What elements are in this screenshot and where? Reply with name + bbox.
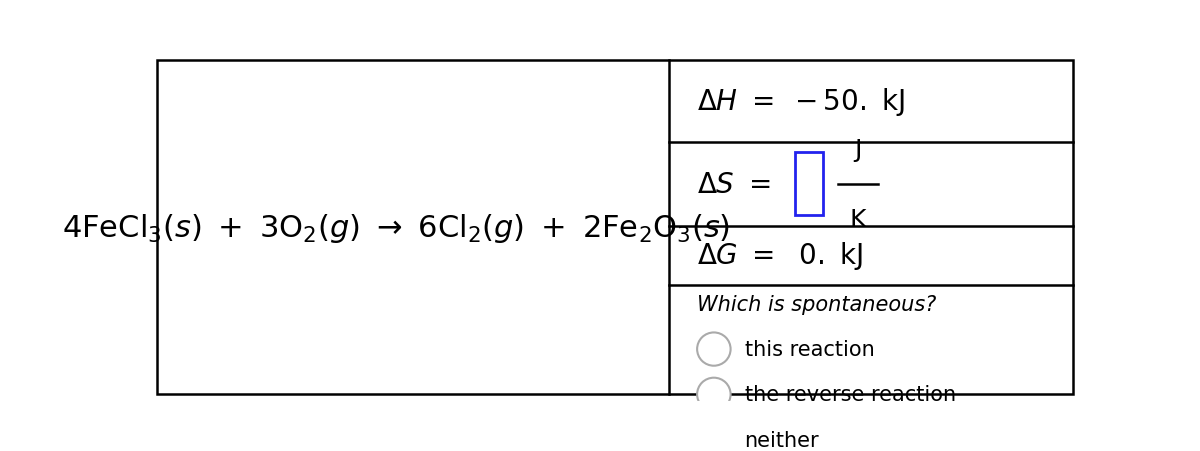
Text: $\Delta G\ =\ \ 0.\ \mathrm{kJ}$: $\Delta G\ =\ \ 0.\ \mathrm{kJ}$ — [697, 239, 863, 272]
Text: $\mathregular{4FeCl_3}(\mathit{s})\ +\ \mathregular{3O_2}(\mathit{g})\ \rightarr: $\mathregular{4FeCl_3}(\mathit{s})\ +\ \… — [62, 211, 731, 244]
Text: this reaction: this reaction — [744, 339, 875, 359]
Ellipse shape — [697, 378, 731, 411]
Ellipse shape — [697, 333, 731, 366]
Text: $\Delta H\ =\ -50.\ \mathrm{kJ}$: $\Delta H\ =\ -50.\ \mathrm{kJ}$ — [697, 86, 905, 118]
Text: the reverse reaction: the reverse reaction — [744, 384, 955, 405]
Text: Which is spontaneous?: Which is spontaneous? — [697, 294, 936, 314]
Text: K: K — [850, 207, 866, 231]
Text: neither: neither — [744, 430, 820, 450]
Ellipse shape — [697, 423, 731, 451]
FancyBboxPatch shape — [794, 153, 823, 216]
Text: $\Delta S\ =$: $\Delta S\ =$ — [697, 170, 770, 198]
Text: J: J — [854, 138, 862, 161]
